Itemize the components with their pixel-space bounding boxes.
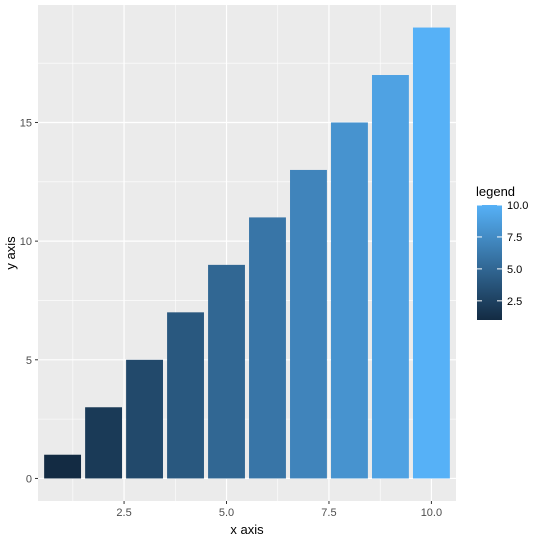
bar: [44, 454, 82, 479]
x-axis-ticks: 2.5 5.0 7.5 10.0: [116, 501, 442, 519]
x-tick-label: 5.0: [219, 507, 234, 519]
legend-tick-label: 7.5: [507, 232, 522, 244]
bar: [290, 169, 327, 479]
y-axis-ticks: 0 5 10 15: [20, 117, 38, 485]
bar: [249, 217, 286, 479]
bar: [208, 264, 245, 479]
bar: [126, 359, 163, 479]
bars: [44, 27, 450, 479]
x-tick-label: 10.0: [421, 507, 442, 519]
legend-tick-label: 10.0: [507, 200, 528, 212]
x-tick-label: 2.5: [116, 507, 131, 519]
legend: legend 2.5 5.0 7.5 10.0: [476, 184, 528, 320]
y-axis-title: y axis: [3, 236, 18, 270]
y-tick-label: 5: [26, 355, 32, 367]
bar: [85, 407, 123, 479]
y-tick-label: 0: [26, 473, 32, 485]
legend-tick-label: 2.5: [507, 296, 522, 308]
y-tick-label: 15: [20, 117, 32, 129]
legend-ticks: 2.5 5.0 7.5 10.0: [477, 200, 528, 308]
legend-tick-label: 5.0: [507, 264, 522, 276]
legend-title: legend: [476, 184, 515, 199]
y-tick-label: 10: [20, 236, 32, 248]
bar: [371, 75, 409, 479]
legend-colorbar: [477, 205, 502, 320]
bar: [412, 27, 450, 479]
x-tick-label: 7.5: [321, 507, 336, 519]
bar: [167, 312, 204, 479]
x-axis-title: x axis: [230, 522, 264, 537]
bar: [331, 122, 368, 479]
